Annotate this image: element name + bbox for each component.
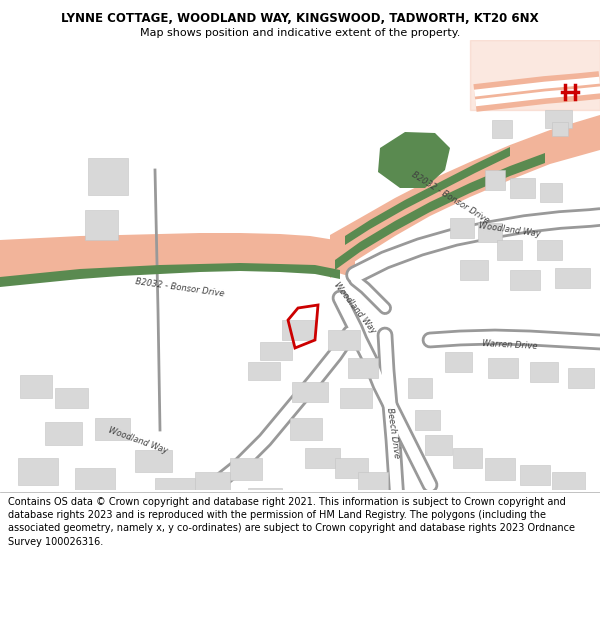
- Polygon shape: [358, 472, 388, 492]
- Polygon shape: [0, 263, 340, 287]
- Polygon shape: [330, 115, 600, 278]
- Polygon shape: [492, 120, 512, 138]
- Polygon shape: [408, 378, 432, 398]
- Polygon shape: [453, 448, 482, 468]
- Polygon shape: [520, 465, 550, 485]
- Polygon shape: [478, 223, 502, 242]
- Polygon shape: [335, 153, 545, 270]
- Polygon shape: [75, 468, 115, 490]
- Polygon shape: [540, 183, 562, 202]
- Polygon shape: [415, 410, 440, 430]
- Polygon shape: [460, 260, 488, 280]
- Polygon shape: [18, 458, 58, 485]
- Polygon shape: [45, 422, 82, 445]
- Text: Beech Drive: Beech Drive: [385, 407, 401, 459]
- Polygon shape: [445, 352, 472, 372]
- Polygon shape: [555, 268, 590, 288]
- Polygon shape: [450, 218, 474, 238]
- Text: B2032 - Bonsor Drive: B2032 - Bonsor Drive: [135, 278, 225, 299]
- Polygon shape: [95, 418, 130, 440]
- Polygon shape: [552, 472, 585, 495]
- Text: B2032 - Bonsor Drive: B2032 - Bonsor Drive: [410, 171, 490, 226]
- Polygon shape: [290, 418, 322, 440]
- Polygon shape: [497, 240, 522, 260]
- Text: Map shows position and indicative extent of the property.: Map shows position and indicative extent…: [140, 28, 460, 38]
- Text: Warren Drive: Warren Drive: [482, 339, 538, 351]
- Polygon shape: [340, 388, 372, 408]
- Polygon shape: [248, 488, 282, 508]
- Polygon shape: [510, 178, 535, 198]
- Polygon shape: [425, 435, 452, 455]
- Polygon shape: [537, 240, 562, 260]
- Text: Woodland Way: Woodland Way: [478, 221, 542, 239]
- Polygon shape: [230, 458, 262, 480]
- Polygon shape: [55, 388, 88, 408]
- Polygon shape: [20, 375, 52, 398]
- Polygon shape: [305, 448, 340, 468]
- Text: LYNNE COTTAGE, WOODLAND WAY, KINGSWOOD, TADWORTH, KT20 6NX: LYNNE COTTAGE, WOODLAND WAY, KINGSWOOD, …: [61, 12, 539, 25]
- Polygon shape: [282, 320, 315, 340]
- Polygon shape: [485, 170, 505, 190]
- Polygon shape: [545, 110, 572, 128]
- Polygon shape: [345, 147, 510, 245]
- Polygon shape: [560, 495, 592, 518]
- Text: Contains OS data © Crown copyright and database right 2021. This information is : Contains OS data © Crown copyright and d…: [8, 497, 575, 547]
- Polygon shape: [328, 330, 360, 350]
- Polygon shape: [378, 132, 450, 188]
- Polygon shape: [530, 362, 558, 382]
- Polygon shape: [568, 368, 594, 388]
- Polygon shape: [488, 358, 518, 378]
- Polygon shape: [155, 478, 195, 500]
- Polygon shape: [348, 358, 378, 378]
- Text: Woodland Way: Woodland Way: [332, 281, 378, 336]
- Polygon shape: [0, 233, 355, 280]
- Polygon shape: [88, 158, 128, 195]
- Polygon shape: [135, 450, 172, 472]
- Polygon shape: [248, 362, 280, 380]
- Polygon shape: [260, 342, 292, 360]
- Polygon shape: [292, 382, 328, 402]
- Text: Woodland Way: Woodland Way: [107, 425, 169, 455]
- Polygon shape: [552, 122, 568, 136]
- Polygon shape: [485, 458, 515, 480]
- Polygon shape: [85, 210, 118, 240]
- Polygon shape: [195, 472, 230, 495]
- Polygon shape: [335, 458, 368, 478]
- Polygon shape: [510, 270, 540, 290]
